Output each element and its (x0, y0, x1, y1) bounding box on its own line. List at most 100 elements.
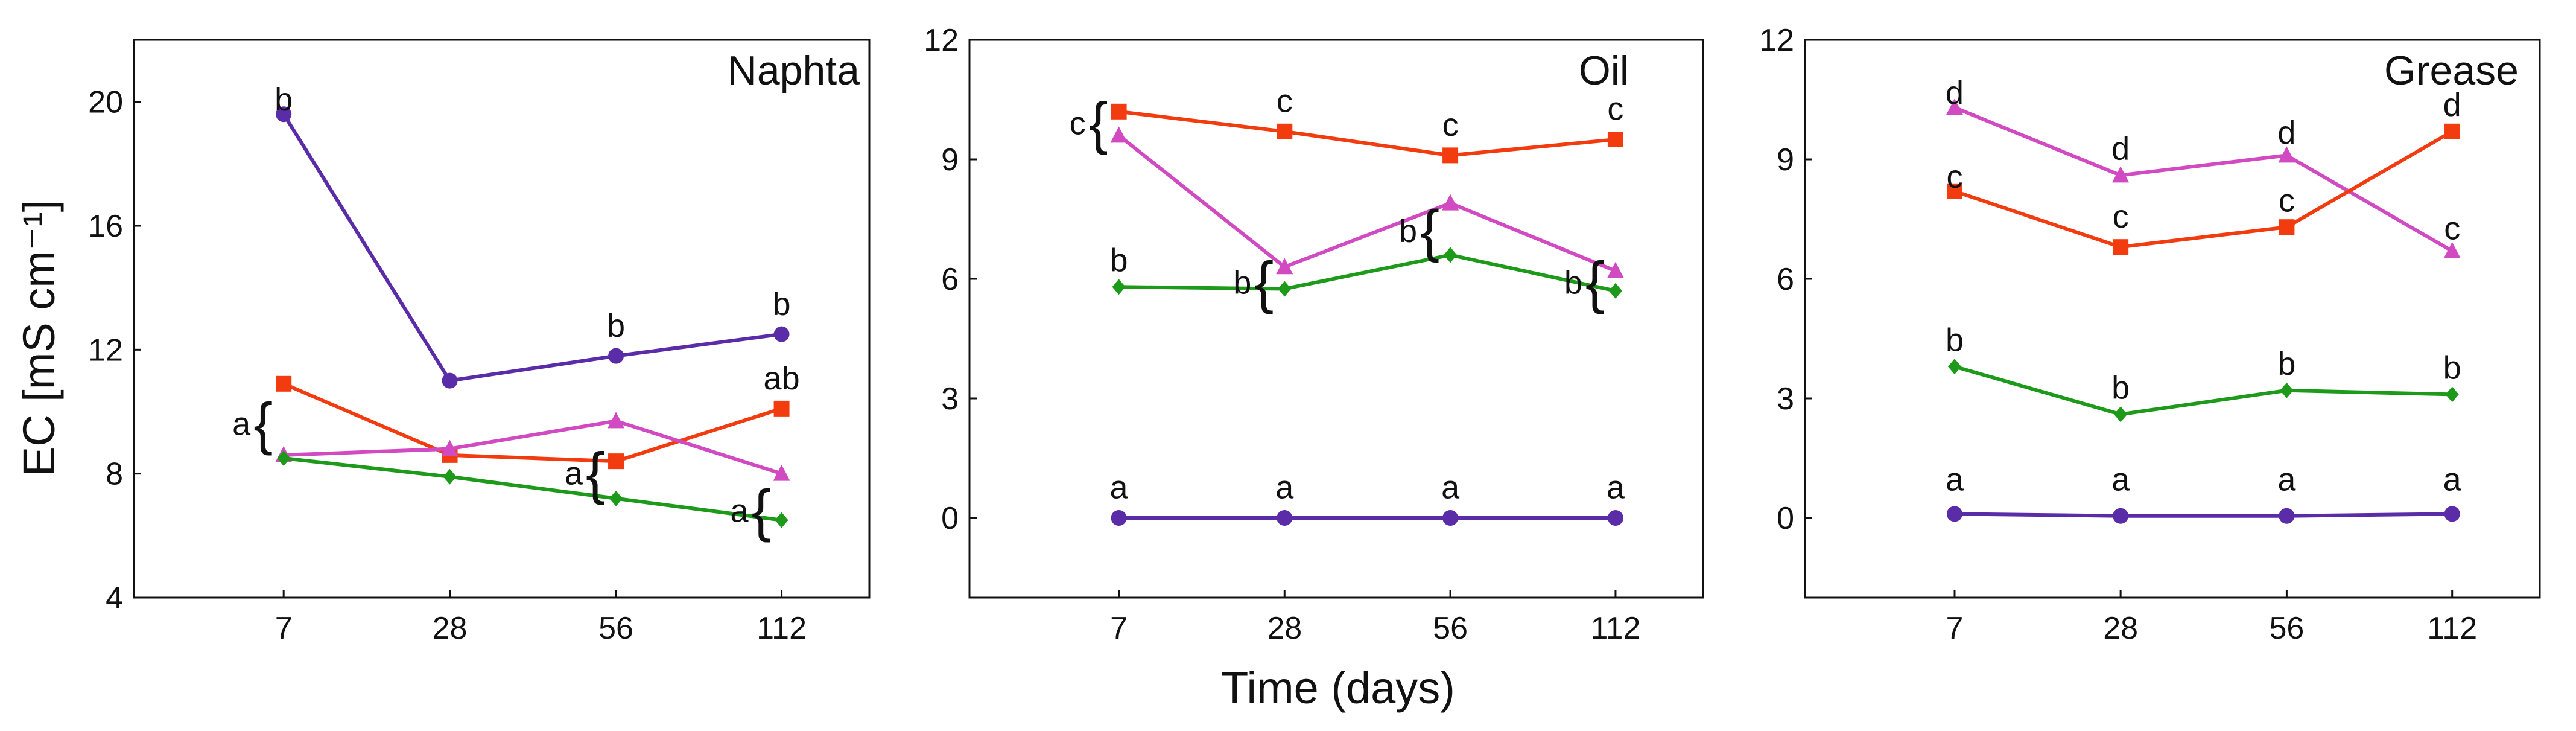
data-point (442, 372, 458, 389)
plot-frame (133, 39, 871, 599)
data-point (2280, 382, 2294, 398)
data-point (1444, 247, 1458, 263)
significance-label: a (1441, 470, 1460, 506)
group-brace: { (1420, 199, 1439, 263)
y-tick-label: 3 (1777, 381, 1794, 417)
data-point (2112, 166, 2130, 183)
y-tick-label: 0 (1777, 501, 1794, 536)
series-2 (1947, 359, 2459, 423)
data-point (2113, 239, 2129, 255)
data-point (1947, 359, 1961, 375)
x-tick-label: 56 (1433, 611, 1468, 646)
significance-label: a (1110, 470, 1129, 506)
significance-label: a (1946, 461, 1964, 497)
series-line (283, 456, 782, 522)
significance-label: d (2443, 87, 2461, 123)
significance-label: a (2443, 461, 2462, 497)
series-3 (1111, 510, 1623, 526)
data-point (1111, 103, 1127, 120)
data-point (1111, 510, 1127, 526)
data-point (1442, 147, 1459, 164)
y-tick-label: 6 (941, 262, 959, 297)
significance-label: b (607, 308, 625, 344)
y-tick-label: 12 (88, 333, 123, 368)
data-point (2279, 508, 2295, 524)
group-brace: { (1089, 91, 1108, 156)
significance-label: a (1607, 470, 1625, 506)
series-line (1118, 109, 1616, 158)
significance-label: b (274, 81, 293, 118)
x-tick-label: 28 (2103, 611, 2138, 646)
y-tick-label: 20 (88, 85, 123, 120)
data-point (443, 468, 457, 485)
significance-label: c (1607, 91, 1623, 127)
series-1 (276, 375, 790, 470)
data-point (2444, 506, 2460, 522)
x-tick-label: 28 (433, 611, 468, 646)
data-point (1607, 132, 1623, 147)
significance-label: b (1110, 242, 1128, 278)
x-tick-label: 56 (2269, 611, 2304, 646)
series-line (1954, 130, 2454, 249)
data-point (2279, 219, 2295, 235)
x-tick-label: 56 (598, 611, 633, 646)
significance-label: b (2277, 346, 2295, 382)
significance-label: b (1564, 265, 1582, 301)
data-point (1276, 258, 1293, 275)
significance-label: c (1442, 107, 1459, 143)
x-tick-label: 112 (1590, 611, 1640, 646)
data-point (1278, 281, 1292, 297)
x-tick-label: 7 (1946, 611, 1964, 646)
significance-label: b (773, 286, 791, 322)
y-tick-label: 9 (1777, 142, 1794, 177)
data-point (1277, 123, 1293, 139)
data-point (1442, 510, 1459, 526)
y-tick-label: 12 (1759, 23, 1794, 58)
data-point (276, 375, 292, 392)
significance-label: b (2443, 350, 2461, 386)
data-point (1277, 510, 1293, 526)
data-point (276, 106, 292, 123)
data-point (2113, 508, 2129, 524)
significance-label: a (232, 406, 251, 442)
group-brace: { (1585, 251, 1605, 315)
data-point (608, 348, 624, 364)
y-tick-label: 4 (106, 581, 123, 616)
data-point (608, 412, 625, 429)
significance-label: a (731, 493, 749, 529)
series-line (1117, 134, 1617, 273)
x-tick-label: 7 (275, 611, 293, 646)
data-point (1442, 194, 1459, 211)
significance-label: c (2279, 182, 2295, 219)
data-point (1112, 279, 1126, 295)
data-point (1110, 126, 1128, 143)
data-point (2114, 406, 2128, 423)
shared-x-axis-label: Time (days) (1221, 663, 1455, 713)
data-point (608, 453, 624, 470)
y-tick-label: 0 (941, 501, 959, 536)
series-line (1954, 512, 2452, 518)
data-point (1946, 506, 1962, 522)
group-brace: { (586, 441, 605, 506)
data-point (441, 439, 458, 456)
series-line (284, 419, 782, 476)
significance-label: d (2277, 115, 2295, 151)
series-0 (1111, 103, 1623, 164)
data-point (773, 326, 790, 342)
x-tick-label: 28 (1267, 611, 1302, 646)
x-tick-label: 112 (757, 611, 807, 646)
panel-title: Grease (2384, 48, 2519, 94)
data-point (1607, 510, 1623, 526)
data-point (2278, 146, 2295, 163)
series-1 (1110, 126, 1624, 278)
y-tick-label: 9 (941, 142, 959, 177)
series-3 (1946, 506, 2460, 524)
data-point (773, 464, 790, 481)
panel-oil: 0 3 6 9 12 7 28 56 112 c c c c b b b b a a a a {{{{Oil (924, 23, 1704, 646)
significance-label: a (565, 456, 583, 492)
data-point (1608, 283, 1622, 299)
significance-label: c (1277, 83, 1293, 119)
significance-label: c (2113, 199, 2129, 235)
significance-label: a (2111, 461, 2130, 497)
